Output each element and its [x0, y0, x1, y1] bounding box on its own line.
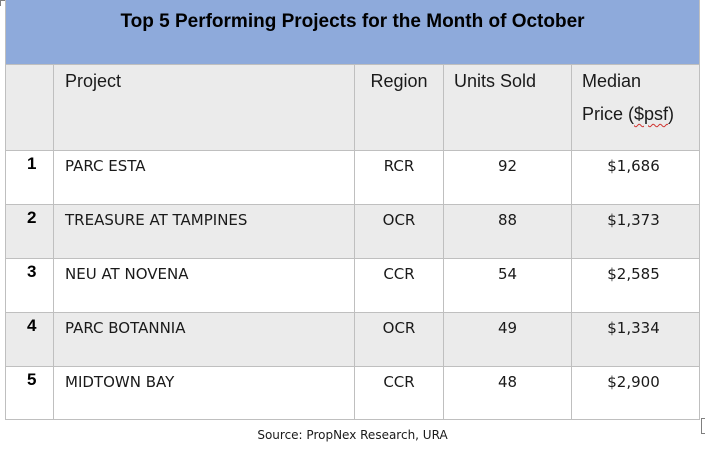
top-projects-table: Top 5 Performing Projects for the Month …: [5, 0, 700, 420]
region-cell: RCR: [354, 151, 443, 204]
spellcheck-flagged-word[interactable]: $psf: [634, 104, 669, 124]
project-cell: MIDTOWN BAY: [53, 367, 354, 419]
header-units-sold: Units Sold: [443, 65, 571, 150]
price-cell: $1,334: [571, 313, 700, 366]
table-title: Top 5 Performing Projects for the Month …: [5, 0, 700, 64]
price-cell: $1,686: [571, 151, 700, 204]
header-project: Project: [53, 65, 354, 150]
header-median-line2-post: ): [668, 104, 675, 124]
table-row: 1 PARC ESTA RCR 92 $1,686: [5, 150, 700, 204]
table-move-handle[interactable]: [0, 0, 6, 6]
table-row: 2 TREASURE AT TAMPINES OCR 88 $1,373: [5, 204, 700, 258]
rank-cell: 4: [5, 313, 53, 366]
rank-cell: 1: [5, 151, 53, 204]
region-cell: OCR: [354, 205, 443, 258]
project-cell: NEU AT NOVENA: [53, 259, 354, 312]
header-rank-cell: [5, 65, 53, 150]
units-cell: 48: [443, 367, 571, 419]
table-row: 5 MIDTOWN BAY CCR 48 $2,900: [5, 366, 700, 420]
price-cell: $2,900: [571, 367, 700, 419]
source-caption: Source: PropNex Research, URA: [257, 428, 448, 442]
table-resize-handle[interactable]: [701, 418, 705, 434]
project-cell: PARC BOTANNIA: [53, 313, 354, 366]
header-median-line1: Median: [582, 71, 642, 91]
header-median-line2-pre: Price (: [582, 104, 635, 124]
units-cell: 88: [443, 205, 571, 258]
header-median-price: Median Price ($psf): [571, 65, 700, 150]
region-cell: OCR: [354, 313, 443, 366]
rank-cell: 5: [5, 367, 53, 419]
project-cell: TREASURE AT TAMPINES: [53, 205, 354, 258]
rank-cell: 3: [5, 259, 53, 312]
region-cell: CCR: [354, 259, 443, 312]
units-cell: 92: [443, 151, 571, 204]
units-cell: 49: [443, 313, 571, 366]
rank-cell: 2: [5, 205, 53, 258]
price-cell: $2,585: [571, 259, 700, 312]
table-row: 3 NEU AT NOVENA CCR 54 $2,585: [5, 258, 700, 312]
header-median-line2: Price ($psf): [582, 98, 699, 131]
table-header-row: Project Region Units Sold Median Price (…: [5, 64, 700, 150]
region-cell: CCR: [354, 367, 443, 419]
table-row: 4 PARC BOTANNIA OCR 49 $1,334: [5, 312, 700, 366]
price-cell: $1,373: [571, 205, 700, 258]
project-cell: PARC ESTA: [53, 151, 354, 204]
header-region: Region: [354, 65, 443, 150]
units-cell: 54: [443, 259, 571, 312]
